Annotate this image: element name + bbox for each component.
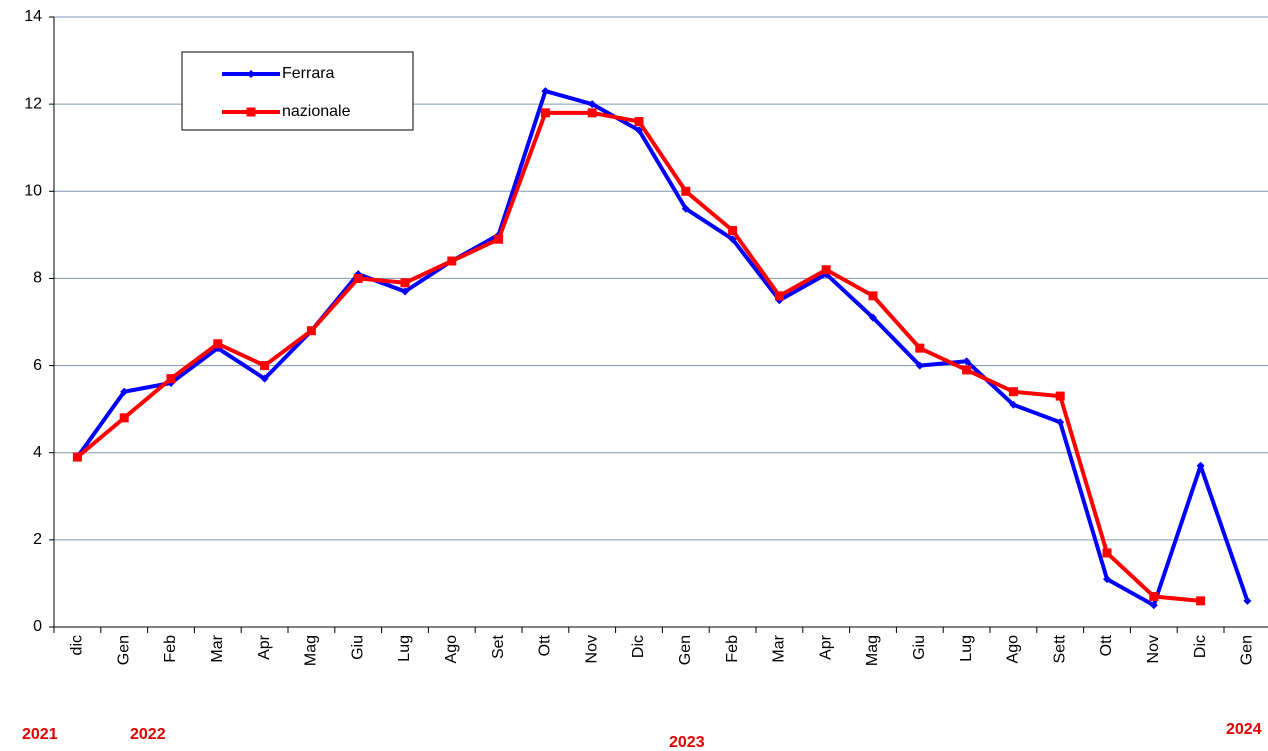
y-tick-label: 10: [24, 183, 42, 200]
marker: [306, 326, 316, 336]
y-tick-label: 14: [24, 8, 42, 25]
x-tick-label: Dic: [1192, 635, 1209, 658]
marker: [166, 374, 176, 384]
x-tick-label: Giu: [349, 635, 366, 660]
x-tick-label: Ago: [1005, 635, 1022, 664]
marker: [1056, 418, 1065, 427]
marker: [774, 291, 784, 301]
marker: [869, 313, 877, 322]
x-tick-label: Set: [490, 634, 507, 659]
y-tick-label: 4: [33, 444, 42, 461]
marker: [260, 374, 269, 383]
x-tick-label: Giu: [911, 635, 928, 660]
marker: [1102, 548, 1112, 558]
marker: [681, 204, 690, 213]
legend-label: nazionale: [282, 103, 351, 120]
year-label: 2023: [669, 734, 705, 751]
x-tick-label: Apr: [817, 634, 834, 660]
x-tick-label: Ago: [443, 635, 460, 664]
series-line: [76, 110, 1201, 603]
legend-label: Ferrara: [282, 65, 335, 82]
legend-box: [181, 51, 414, 131]
marker: [1196, 596, 1206, 606]
x-tick-label: Feb: [724, 635, 741, 663]
y-tick-label: 0: [33, 618, 42, 635]
marker: [494, 234, 504, 244]
year-label: 2022: [130, 726, 166, 743]
marker: [1103, 575, 1111, 584]
marker: [447, 256, 457, 266]
marker: [821, 265, 831, 275]
x-tick-label: Gen: [677, 635, 694, 665]
marker: [915, 343, 925, 353]
legend-marker: [246, 107, 256, 117]
x-tick-label: Feb: [162, 635, 179, 663]
marker: [1149, 592, 1159, 601]
x-tick-label: Nov: [1145, 635, 1162, 663]
x-tick-label: Gen: [115, 635, 132, 665]
marker: [540, 108, 550, 118]
marker: [868, 291, 878, 301]
marker: [681, 186, 691, 196]
marker: [1008, 387, 1018, 397]
marker: [962, 365, 972, 375]
marker: [635, 126, 643, 135]
x-tick-label: Mag: [303, 635, 320, 666]
year-label: 2024: [1226, 721, 1262, 738]
x-tick-label: dic: [69, 635, 86, 655]
legend-marker: [247, 70, 255, 78]
year-label: 2021: [22, 726, 58, 743]
marker: [400, 278, 410, 288]
x-tick-label: Lug: [958, 635, 975, 662]
marker: [72, 452, 82, 462]
marker: [120, 387, 129, 396]
marker: [962, 357, 971, 366]
y-tick-label: 12: [24, 95, 42, 112]
marker: [588, 100, 597, 109]
x-tick-label: Ott: [537, 634, 554, 656]
marker: [728, 226, 738, 235]
series-line: [75, 89, 1250, 608]
x-tick-label: Gen: [1239, 635, 1256, 665]
y-tick-label: 6: [33, 357, 42, 374]
y-tick-label: 8: [33, 270, 42, 287]
marker: [634, 117, 644, 127]
marker: [587, 108, 597, 118]
marker: [119, 413, 129, 423]
x-tick-label: Mar: [771, 634, 788, 662]
marker: [541, 87, 550, 96]
y-tick-label: 2: [33, 531, 42, 548]
x-tick-label: Sett: [1051, 634, 1068, 663]
x-tick-label: Ott: [1098, 634, 1115, 656]
marker: [1055, 391, 1065, 401]
marker: [401, 287, 409, 296]
x-tick-label: Dic: [630, 635, 647, 658]
marker: [1196, 461, 1205, 470]
x-tick-label: Lug: [396, 635, 413, 662]
x-tick-label: Apr: [256, 634, 273, 660]
marker: [915, 361, 924, 370]
marker: [728, 235, 737, 244]
marker: [213, 339, 223, 349]
marker: [1243, 596, 1252, 605]
marker: [353, 273, 363, 283]
x-tick-label: Mag: [864, 635, 881, 666]
marker: [1009, 400, 1018, 409]
x-tick-label: Mar: [209, 634, 226, 662]
x-tick-label: Nov: [583, 635, 600, 663]
marker: [260, 361, 270, 371]
marker: [1149, 601, 1158, 610]
